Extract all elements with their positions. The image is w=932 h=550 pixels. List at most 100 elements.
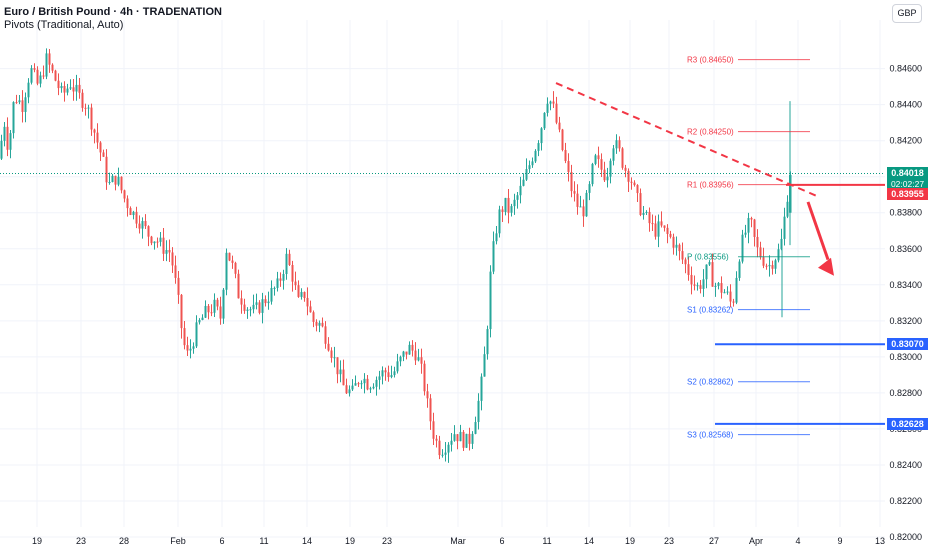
y-axis-tick-label: 0.82000 [889, 532, 922, 542]
candle-body [183, 328, 186, 346]
candle-body [63, 86, 66, 93]
candle-body [303, 292, 306, 298]
x-axis-tick-label: 28 [119, 536, 129, 546]
candle-body [729, 291, 732, 302]
x-axis-tick-label: Mar [450, 536, 466, 546]
x-axis-tick-label: 11 [259, 536, 268, 546]
candle-body [678, 244, 681, 252]
candle-body [267, 301, 270, 304]
y-axis-tick-label: 0.84400 [889, 100, 922, 110]
candle-body [771, 265, 774, 269]
candle-body [474, 422, 477, 434]
candle-body [744, 232, 747, 235]
candle-body [228, 252, 231, 261]
x-axis-tick-label: 19 [32, 536, 42, 546]
candle-body [252, 304, 255, 310]
candle-body [279, 278, 282, 281]
candle-body [597, 155, 600, 160]
candle-body [684, 259, 687, 265]
candle-body [480, 376, 483, 401]
candle-body [702, 279, 705, 289]
candle-body [537, 143, 540, 151]
x-axis-tick-label: 14 [584, 536, 594, 546]
candle-body [165, 249, 168, 254]
candle-body [84, 107, 87, 109]
candle-body [699, 285, 702, 289]
candle-body [576, 193, 579, 207]
candle-body [288, 253, 291, 266]
candle-body [294, 281, 297, 286]
candle-body [666, 227, 669, 234]
candle-body [198, 319, 201, 323]
candle-body [219, 306, 222, 319]
indicator-label[interactable]: Pivots (Traditional, Auto) [4, 19, 124, 31]
candle-body [123, 190, 126, 199]
currency-button[interactable]: GBP [892, 4, 922, 23]
y-axis-tick-label: 0.83000 [889, 352, 922, 362]
candle-body [528, 165, 531, 170]
candle-body [33, 68, 36, 70]
x-axis-tick-label: 14 [302, 536, 312, 546]
candle-body [693, 284, 696, 286]
candle-body [195, 322, 198, 347]
candle-body [717, 283, 720, 286]
candle-body [18, 100, 21, 103]
candle-body [519, 185, 522, 196]
candle-body [15, 102, 18, 104]
candle-body [705, 264, 708, 280]
candle-body [399, 356, 402, 362]
y-axis-tick-label: 0.83200 [889, 316, 922, 326]
candle-body [774, 260, 777, 269]
x-axis-tick-label: 11 [542, 536, 551, 546]
candle-body [162, 237, 165, 254]
candle-body [741, 234, 744, 262]
candle-body [66, 88, 69, 93]
candle-body [498, 209, 501, 234]
candle-body [492, 241, 495, 272]
symbol-title[interactable]: Euro / British Pound · 4h · TRADENATION [4, 6, 222, 18]
candle-body [612, 148, 615, 161]
candle-body [78, 84, 81, 93]
candle-body [42, 75, 45, 77]
candle-body [429, 398, 432, 422]
candle-body [201, 317, 204, 320]
candle-body [675, 244, 678, 248]
candle-body [552, 101, 555, 104]
candle-body [594, 155, 597, 164]
candle-body [639, 193, 642, 215]
candle-body [414, 350, 417, 361]
candle-body [372, 386, 375, 389]
candle-body [711, 262, 714, 287]
candle-body [660, 221, 663, 226]
candle-body [69, 87, 72, 89]
candle-body [573, 191, 576, 194]
candle-body [672, 236, 675, 248]
candle-body [642, 212, 645, 215]
candle-body [579, 206, 582, 208]
candle-body [648, 211, 651, 224]
candle-body [396, 361, 399, 372]
candle-body [168, 249, 171, 253]
candle-body [783, 216, 786, 239]
candle-body [456, 434, 459, 442]
y-axis-tick-label: 0.84600 [889, 64, 922, 74]
candle-body [366, 378, 369, 390]
candle-body [378, 376, 381, 380]
candle-body [462, 431, 465, 448]
resistance-trendline [555, 82, 819, 198]
candle-body [117, 176, 120, 185]
candle-body [654, 223, 657, 237]
candle-body [669, 233, 672, 237]
candle-body [153, 241, 156, 244]
pivot-label: R3 (0.84650) [687, 56, 734, 65]
candle-body [318, 322, 321, 326]
candle-body [192, 346, 195, 349]
candle-body [321, 322, 324, 327]
candle-body [324, 326, 327, 344]
candle-body [762, 257, 765, 266]
support-level-tag: 0.83070 [887, 338, 928, 351]
candle-body [423, 363, 426, 392]
candle-body [108, 182, 111, 184]
candle-body [732, 301, 735, 303]
